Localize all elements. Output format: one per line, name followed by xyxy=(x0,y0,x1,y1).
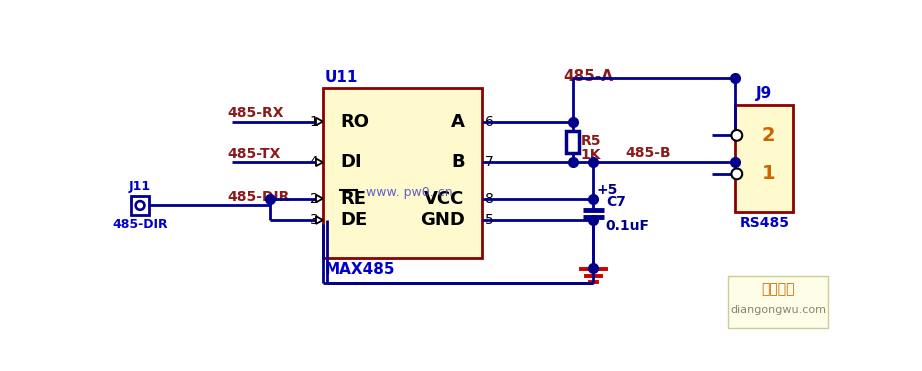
Text: 0.1uF: 0.1uF xyxy=(606,219,650,233)
Text: 485-A: 485-A xyxy=(563,69,613,84)
Bar xyxy=(566,131,579,153)
Text: B: B xyxy=(451,153,465,171)
Text: 485-B: 485-B xyxy=(625,146,671,160)
Polygon shape xyxy=(316,216,323,224)
Text: 电工之屋: 电工之屋 xyxy=(762,282,795,296)
Text: 7: 7 xyxy=(485,155,493,169)
Text: 3: 3 xyxy=(310,213,318,227)
Text: 1: 1 xyxy=(310,115,318,128)
Text: 485-RX: 485-RX xyxy=(228,106,284,120)
Text: J9: J9 xyxy=(756,86,773,101)
Text: VCC: VCC xyxy=(424,190,465,207)
Text: 485-TX: 485-TX xyxy=(228,147,281,161)
Circle shape xyxy=(137,203,142,208)
Text: 1K: 1K xyxy=(580,148,601,162)
Text: C7: C7 xyxy=(606,194,626,209)
Circle shape xyxy=(136,201,145,210)
Bar xyxy=(727,276,828,328)
Text: R5: R5 xyxy=(580,134,601,148)
Polygon shape xyxy=(316,195,323,202)
Text: 8: 8 xyxy=(485,191,494,206)
Text: RO: RO xyxy=(340,112,369,131)
Circle shape xyxy=(731,130,742,141)
Text: 485-DIR: 485-DIR xyxy=(112,218,168,231)
Bar xyxy=(131,196,149,215)
Bar xyxy=(323,88,482,258)
Text: diangongwu.com: diangongwu.com xyxy=(730,305,826,315)
Text: RE: RE xyxy=(340,190,366,207)
Text: A: A xyxy=(451,112,465,131)
Text: DE: DE xyxy=(340,211,367,229)
Text: RS485: RS485 xyxy=(739,216,789,230)
Text: 5: 5 xyxy=(485,213,493,227)
Bar xyxy=(735,105,793,212)
Text: 6: 6 xyxy=(485,115,494,128)
Text: 1: 1 xyxy=(762,164,775,183)
Text: 2: 2 xyxy=(762,126,775,145)
Text: DI: DI xyxy=(340,153,361,171)
Text: GND: GND xyxy=(420,211,465,229)
Text: J11: J11 xyxy=(129,180,151,193)
Text: U11: U11 xyxy=(325,69,358,85)
Text: 485-DIR: 485-DIR xyxy=(228,190,290,204)
Text: +5: +5 xyxy=(597,183,618,197)
Text: 4: 4 xyxy=(310,155,318,169)
Circle shape xyxy=(731,168,742,179)
Polygon shape xyxy=(316,158,323,166)
Text: MAX485: MAX485 xyxy=(325,262,395,277)
Text: www. pw0. cn: www. pw0. cn xyxy=(366,186,453,199)
Polygon shape xyxy=(316,118,323,125)
Text: 2: 2 xyxy=(310,191,318,206)
